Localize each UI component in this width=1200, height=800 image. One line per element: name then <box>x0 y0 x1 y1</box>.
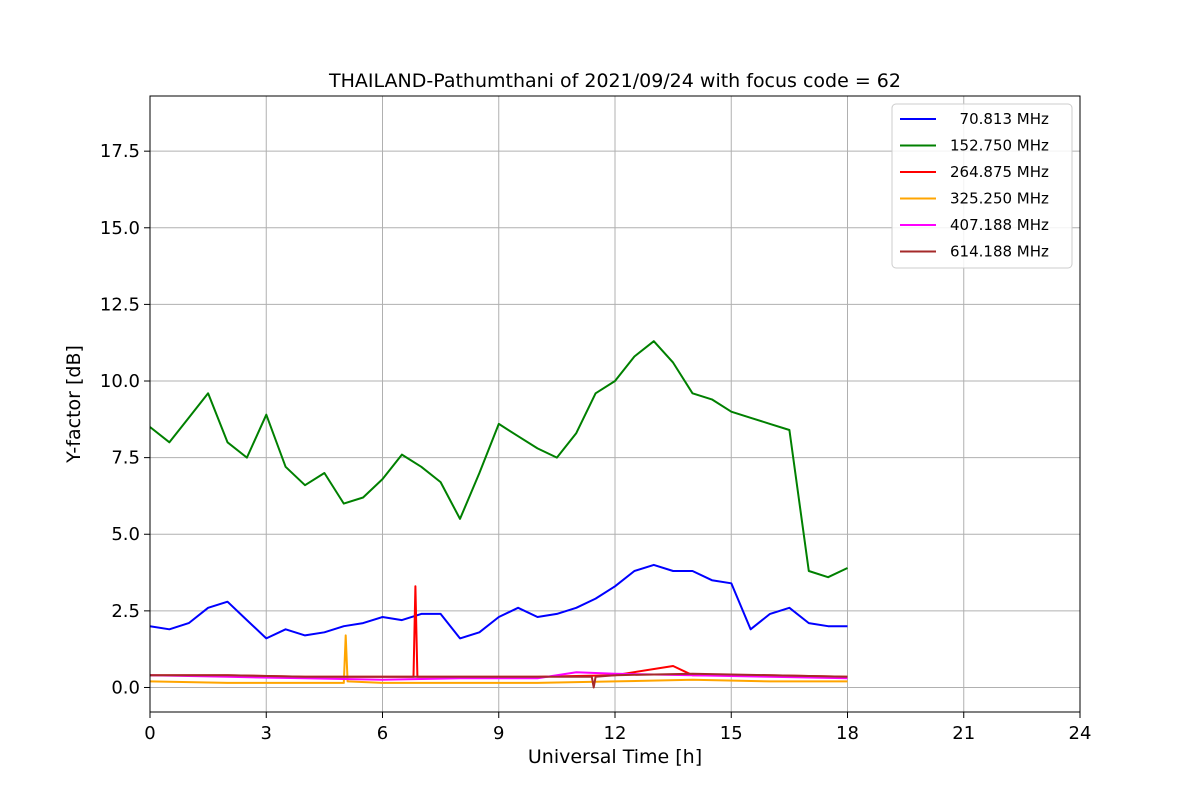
legend-label: 614.188 MHz <box>950 243 1049 261</box>
series-line-6 <box>150 672 848 689</box>
series-line-2 <box>149 340 848 579</box>
x-tick-label: 9 <box>493 723 504 744</box>
x-tick-label: 6 <box>377 723 388 744</box>
x-tick-label: 18 <box>836 723 859 744</box>
legend: 70.813 MHz 152.750 MHz 264.875 MHz 325.250 … <box>891 103 1073 269</box>
y-tick-label: 2.5 <box>111 601 140 622</box>
series-line-1 <box>149 563 848 640</box>
x-tick-label: 21 <box>952 723 975 744</box>
x-tick-label: 24 <box>1069 723 1092 744</box>
x-tick-label: 12 <box>604 723 627 744</box>
x-axis-label: Universal Time [h] <box>528 746 702 768</box>
series-lines <box>149 340 848 689</box>
y-tick-label: 12.5 <box>100 294 140 315</box>
legend-label: 152.750 MHz <box>950 137 1049 155</box>
legend-label: 407.188 MHz <box>950 216 1049 234</box>
x-axis: 0 3 6 9 12 15 18 21 24 <box>144 712 1091 744</box>
y-axis: 0.0 2.5 5.0 7.5 10.0 12.5 15.0 17.5 <box>100 141 150 698</box>
y-tick-label: 0.0 <box>111 677 140 698</box>
legend-label: 264.875 MHz <box>950 163 1049 181</box>
series-line-5 <box>149 671 848 681</box>
legend-label: 325.250 MHz <box>950 190 1049 208</box>
x-tick-label: 15 <box>720 723 743 744</box>
series-line-4 <box>149 634 848 684</box>
y-tick-label: 17.5 <box>100 141 140 162</box>
legend-box <box>891 103 1073 269</box>
x-tick-label: 0 <box>144 723 155 744</box>
chart-title: THAILAND-Pathumthani of 2021/09/24 with … <box>328 70 901 92</box>
y-tick-label: 10.0 <box>100 371 140 392</box>
x-tick-label: 3 <box>261 723 272 744</box>
legend-label: 70.813 MHz <box>950 110 1049 128</box>
y-tick-label: 7.5 <box>111 448 140 469</box>
y-tick-label: 5.0 <box>111 524 140 545</box>
y-tick-label: 15.0 <box>100 218 140 239</box>
y-axis-label: Y-factor [dB] <box>63 345 85 464</box>
